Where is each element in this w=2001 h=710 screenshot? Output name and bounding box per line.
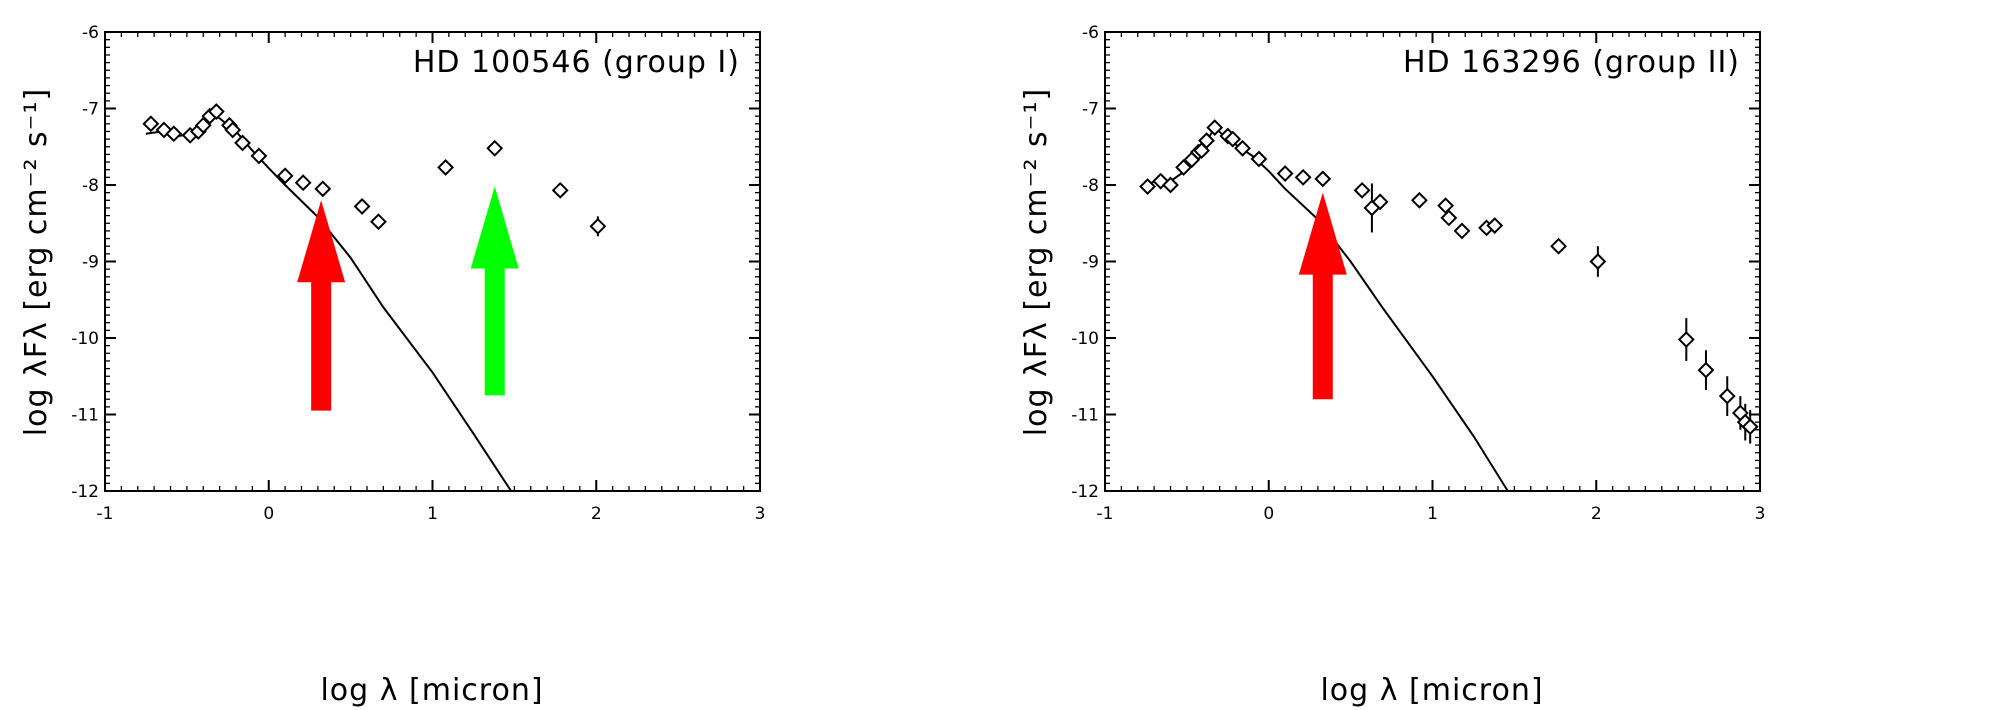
y-tick-label: -10	[71, 329, 99, 349]
major-ticks	[1104, 31, 1761, 492]
data-point	[1224, 130, 1242, 148]
data-point	[1550, 237, 1568, 255]
x-tick-label: 0	[1263, 504, 1274, 524]
y-tick-labels: -12 -11 -10 -9 -8 -7 -6	[1071, 23, 1099, 502]
data-point	[1294, 168, 1312, 186]
data-point	[1206, 119, 1224, 137]
data-point	[165, 125, 183, 143]
sed-panel-hd100546: -1 0 1 2 3 -12-11-10-9-8-7-6 HD 100546 (grou…	[19, 23, 766, 708]
data-point	[1162, 176, 1179, 194]
data-point	[1486, 217, 1504, 234]
annotation-arrows	[1298, 192, 1347, 400]
data-point	[250, 147, 268, 165]
data-point	[486, 139, 504, 157]
x-tick-label: 1	[427, 504, 438, 524]
y-tick-label: -7	[82, 100, 99, 120]
data-point	[1353, 181, 1371, 199]
x-tick-label: 2	[591, 504, 602, 524]
sed-panel-hd163296: -1 0 1 2 3 -12-11-10-9-8-7-6 HD 163296 (grou…	[1019, 23, 1766, 708]
x-axis-label: log λ [micron]	[1320, 673, 1543, 708]
data-point	[1198, 132, 1215, 150]
y-tick-label: -12	[1071, 482, 1099, 502]
data-point	[1139, 178, 1156, 195]
data-point	[1314, 170, 1332, 188]
data-point	[551, 181, 569, 199]
data-point	[276, 167, 294, 185]
x-tick-label: 2	[1591, 504, 1602, 524]
minor-ticks	[1104, 31, 1761, 492]
data-point	[314, 180, 332, 198]
y-tick-label: -9	[1082, 253, 1099, 273]
y-tick-label: -9	[82, 253, 99, 273]
data-point	[194, 116, 212, 134]
y-tick-label: -6	[82, 23, 99, 43]
data-point	[294, 174, 312, 192]
y-tick-labels: -12 -11 -10 -9 -8 -7 -6	[71, 23, 99, 502]
data-point	[1440, 209, 1458, 227]
x-tick-labels: -1 0 1 2 3	[97, 504, 766, 524]
data-point	[1453, 222, 1471, 240]
x-axis-label: log λ [micron]	[320, 673, 543, 708]
x-tick-label: 0	[263, 504, 274, 524]
major-ticks	[104, 31, 761, 492]
annotation-arrow	[297, 200, 346, 411]
data-point	[1276, 165, 1294, 182]
data-point	[353, 198, 371, 215]
x-tick-label: -1	[97, 504, 114, 524]
plot-frame	[104, 31, 761, 492]
x-tick-label: 3	[755, 504, 766, 524]
y-tick-label: -11	[1071, 406, 1099, 426]
data-point	[1371, 193, 1389, 211]
y-tick-label: -8	[1082, 176, 1099, 196]
data-point	[224, 121, 242, 139]
data-point	[1175, 158, 1193, 176]
data-point	[1718, 387, 1736, 405]
data-point	[1234, 139, 1251, 157]
data-point	[142, 115, 160, 133]
data-point	[589, 217, 607, 235]
x-tick-label: 3	[1755, 504, 1766, 524]
annotation-arrows	[297, 186, 519, 411]
panel-title: HD 163296 (group II)	[1403, 45, 1740, 80]
data-point	[437, 158, 455, 176]
minor-ticks	[104, 31, 761, 492]
data-point	[370, 213, 387, 231]
x-tick-label: 1	[1427, 504, 1438, 524]
y-tick-label: -8	[82, 176, 99, 196]
data-point	[1741, 418, 1759, 436]
data-points	[142, 103, 607, 235]
y-tick-label: -6	[1082, 23, 1099, 43]
y-axis-label: log λFλ [erg cm⁻² s⁻¹]	[19, 88, 54, 436]
y-tick-label: -10	[1071, 329, 1099, 349]
data-point	[1589, 253, 1607, 270]
y-tick-label: -7	[1082, 100, 1099, 120]
data-point	[1697, 361, 1715, 379]
error-bars	[1370, 183, 1752, 444]
x-tick-label: -1	[1097, 504, 1114, 524]
x-tick-labels: -1 0 1 2 3	[1097, 504, 1766, 524]
y-tick-label: -11	[71, 406, 99, 426]
panel-title: HD 100546 (group I)	[413, 45, 740, 80]
y-tick-label: -12	[71, 482, 99, 502]
data-point	[207, 103, 225, 120]
data-point	[1437, 197, 1455, 215]
annotation-arrow	[1298, 192, 1347, 400]
plot-frame	[1104, 31, 1761, 492]
y-axis-label: log λFλ [erg cm⁻² s⁻¹]	[1019, 88, 1054, 436]
data-points	[1139, 119, 1759, 436]
data-point	[1677, 331, 1695, 348]
annotation-arrow	[470, 186, 519, 396]
data-point	[1250, 150, 1268, 168]
data-point	[1410, 191, 1428, 209]
data-point	[234, 134, 251, 152]
